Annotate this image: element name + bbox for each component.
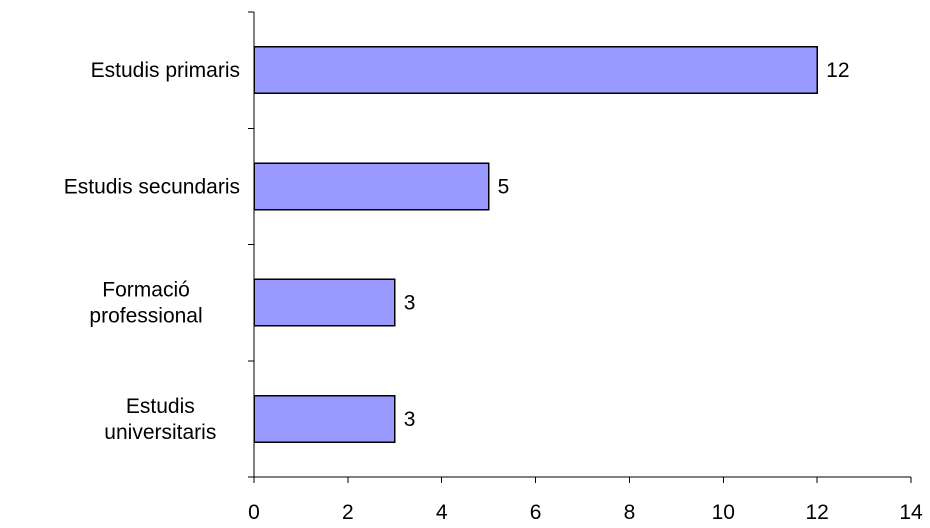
x-tick-label-4: 8 (624, 501, 636, 524)
bar-1 (253, 46, 818, 95)
x-tick-label-7: 14 (899, 501, 923, 524)
data-label-2: 5 (498, 175, 510, 198)
category-label-1: Estudis primaris (91, 59, 240, 82)
x-tick-label-6: 12 (805, 501, 828, 524)
category-label-3: Formació professional (89, 279, 202, 328)
category-label-2: Estudis secundaris (64, 175, 240, 198)
bar-3 (253, 278, 396, 327)
x-tick-label-1: 2 (342, 501, 354, 524)
data-label-4: 3 (404, 408, 416, 431)
x-tick-label-0: 0 (248, 501, 260, 524)
labels-group: 12 5 3 3 0 2 4 6 8 10 12 14 Estudis primaris Estudis … (64, 59, 923, 524)
x-tick-label-5: 10 (712, 501, 735, 524)
bar-4 (253, 394, 396, 443)
category-label-4: Estudis universitaris (104, 395, 216, 444)
data-label-1: 12 (826, 59, 849, 82)
bar-2 (253, 162, 490, 211)
x-tick-label-3: 6 (530, 501, 542, 524)
bars-group (253, 46, 818, 443)
x-tick-label-2: 4 (436, 501, 448, 524)
data-label-3: 3 (404, 292, 416, 315)
axes-group (248, 11, 912, 483)
